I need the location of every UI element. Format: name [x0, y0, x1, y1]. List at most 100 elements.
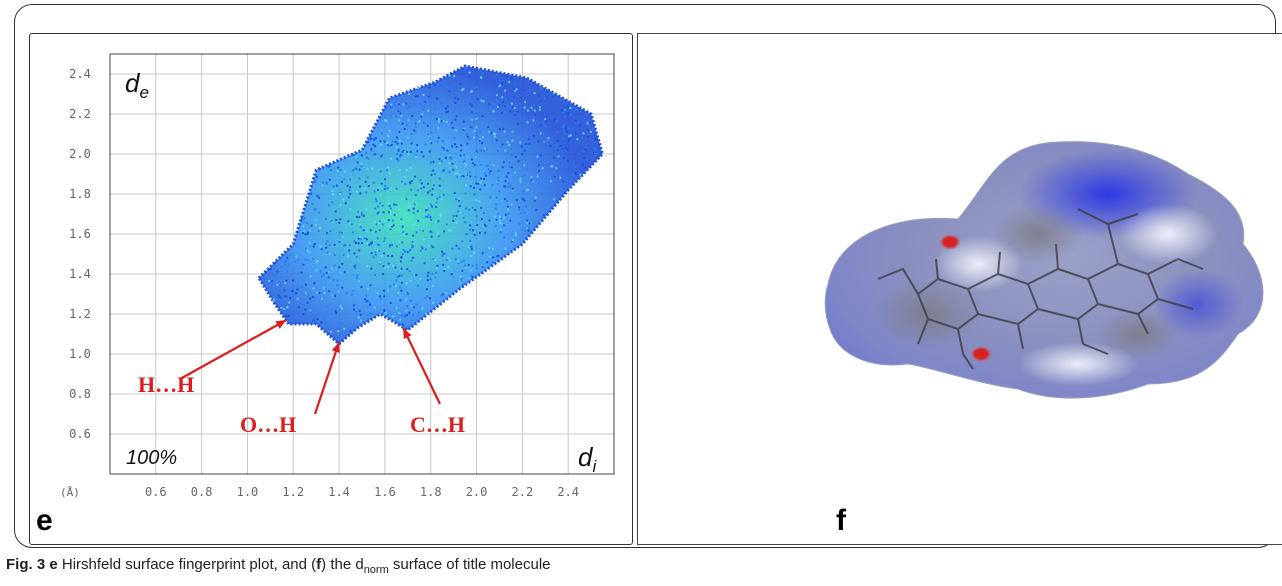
- fingerprint-point: [482, 224, 485, 227]
- fingerprint-point: [422, 186, 425, 189]
- fingerprint-point: [511, 239, 514, 242]
- caption-e-marker: e: [49, 556, 58, 573]
- fingerprint-point: [534, 113, 537, 117]
- fingerprint-point: [532, 134, 535, 138]
- fingerprint-point: [460, 175, 463, 178]
- fingerprint-point: [339, 271, 342, 274]
- fingerprint-point: [316, 194, 319, 197]
- fingerprint-point: [510, 166, 513, 169]
- fingerprint-point: [335, 311, 338, 314]
- fingerprint-point: [391, 106, 394, 109]
- fingerprint-point: [449, 155, 452, 159]
- fingerprint-point: [383, 219, 386, 222]
- fingerprint-point: [578, 152, 581, 155]
- fingerprint-point: [574, 131, 577, 134]
- fingerprint-point: [294, 260, 297, 264]
- fingerprint-point: [373, 306, 376, 309]
- fingerprint-point: [469, 175, 472, 178]
- fingerprint-point: [448, 74, 451, 77]
- fingerprint-point: [506, 205, 510, 208]
- fingerprint-point: [405, 309, 408, 312]
- fingerprint-point: [297, 314, 300, 317]
- fingerprint-point: [481, 135, 484, 139]
- fingerprint-point: [492, 256, 495, 259]
- fingerprint-point: [288, 314, 291, 317]
- fingerprint-point: [417, 86, 420, 90]
- fingerprint-point: [403, 232, 406, 235]
- fingerprint-point: [458, 204, 461, 207]
- fingerprint-point: [302, 231, 305, 235]
- fingerprint-point: [535, 208, 538, 211]
- fingerprint-point: [399, 154, 402, 157]
- fingerprint-point: [380, 132, 384, 135]
- fingerprint-point: [491, 261, 494, 264]
- fingerprint-point: [532, 116, 535, 119]
- fingerprint-point: [332, 185, 335, 188]
- fingerprint-point: [291, 279, 295, 282]
- fingerprint-point: [328, 290, 331, 293]
- x-tick-label-6: 1.8: [420, 485, 442, 499]
- fingerprint-point: [577, 121, 580, 124]
- fingerprint-point: [366, 242, 369, 245]
- fingerprint-point: [360, 211, 363, 215]
- fingerprint-point: [432, 169, 435, 172]
- fingerprint-point: [507, 186, 510, 189]
- fingerprint-point: [379, 261, 382, 264]
- annotation-arrow-1: [313, 341, 341, 415]
- fingerprint-point: [291, 289, 294, 293]
- fingerprint-point: [479, 177, 483, 180]
- fingerprint-point: [435, 201, 438, 204]
- fingerprint-point: [551, 165, 554, 168]
- fingerprint-point: [399, 112, 402, 115]
- fingerprint-point: [337, 166, 340, 169]
- fingerprint-point: [363, 298, 367, 301]
- fingerprint-point: [286, 270, 289, 273]
- fingerprint-point: [427, 213, 430, 216]
- fingerprint-point: [412, 234, 415, 237]
- y-axis-label: de: [125, 68, 149, 102]
- fingerprint-point: [460, 149, 463, 152]
- fingerprint-point: [505, 75, 508, 79]
- fingerprint-point: [462, 259, 465, 262]
- fingerprint-point: [380, 254, 383, 257]
- fingerprint-point: [446, 149, 449, 152]
- fingerprint-point: [387, 144, 390, 147]
- fingerprint-point: [569, 134, 572, 137]
- fingerprint-point: [468, 208, 471, 211]
- fingerprint-point: [360, 162, 363, 166]
- fingerprint-point: [314, 180, 317, 183]
- fingerprint-point: [414, 194, 417, 197]
- fingerprint-point: [555, 130, 559, 133]
- fingerprint-point: [403, 150, 406, 153]
- fingerprint-point: [445, 111, 448, 114]
- annotation-label-2: C…H: [410, 412, 465, 437]
- fingerprint-point: [530, 179, 533, 182]
- fingerprint-point: [506, 151, 509, 154]
- fingerprint-point: [421, 113, 424, 116]
- fingerprint-point: [511, 106, 514, 109]
- fingerprint-point: [359, 313, 362, 316]
- fingerprint-point: [561, 163, 564, 166]
- fingerprint-point: [395, 153, 399, 156]
- fingerprint-point: [464, 282, 468, 285]
- fingerprint-point: [369, 137, 373, 140]
- fingerprint-point: [402, 248, 405, 251]
- fingerprint-point: [496, 255, 499, 258]
- fingerprint-point: [552, 92, 555, 95]
- fingerprint-point: [375, 223, 378, 226]
- fingerprint-point: [279, 285, 282, 288]
- fingerprint-point: [565, 130, 569, 133]
- fingerprint-point: [358, 216, 361, 219]
- fingerprint-point: [459, 154, 462, 157]
- fingerprint-point: [401, 122, 404, 125]
- fingerprint-point: [307, 231, 310, 234]
- fingerprint-point: [426, 191, 429, 194]
- fingerprint-point: [331, 327, 334, 330]
- fingerprint-point: [373, 138, 376, 141]
- fingerprint-point: [412, 224, 415, 227]
- fingerprint-point: [315, 291, 318, 294]
- fingerprint-point: [424, 100, 427, 103]
- fingerprint-point: [414, 95, 417, 98]
- fingerprint-point: [317, 196, 321, 199]
- fingerprint-point: [457, 247, 461, 250]
